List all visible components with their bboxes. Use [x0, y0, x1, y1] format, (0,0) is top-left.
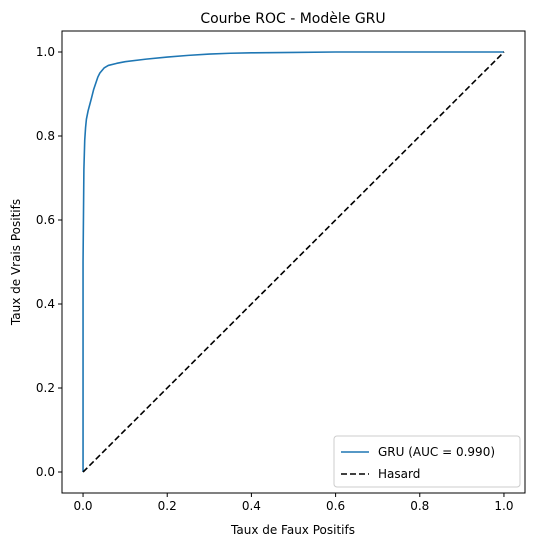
y-tick-label: 0.8 — [36, 129, 55, 143]
x-tick-label: 1.0 — [494, 499, 513, 513]
chart-title: Courbe ROC - Modèle GRU — [200, 11, 385, 27]
y-tick-label: 1.0 — [36, 45, 55, 59]
x-axis-label: Taux de Faux Positifs — [230, 523, 355, 537]
x-tick-label: 0.4 — [242, 499, 261, 513]
x-tick-label: 0.2 — [158, 499, 177, 513]
x-tick-label: 0.6 — [326, 499, 345, 513]
plot-frame — [61, 30, 526, 494]
legend: GRU (AUC = 0.990) Hasard — [333, 435, 521, 488]
series-line-gru — [82, 51, 504, 472]
x-tick-label: 0.8 — [410, 499, 429, 513]
legend-label-gru: GRU (AUC = 0.990) — [378, 445, 495, 459]
series-layer — [82, 51, 505, 473]
y-tick-label: 0.4 — [36, 297, 55, 311]
y-tick-label: 0.2 — [36, 381, 55, 395]
y-tick-label: 0.6 — [36, 213, 55, 227]
legend-label-hasard: Hasard — [378, 467, 420, 481]
x-tick-label: 0.0 — [73, 499, 92, 513]
legend-box — [333, 435, 521, 488]
x-axis-ticks: 0.0 0.2 0.4 0.6 0.8 1.0 — [73, 493, 514, 513]
y-axis-ticks: 0.0 0.2 0.4 0.6 0.8 1.0 — [36, 45, 62, 479]
y-axis-label: Taux de Vrais Positifs — [9, 199, 23, 326]
y-tick-label: 0.0 — [36, 465, 55, 479]
series-line-hasard — [82, 51, 505, 473]
